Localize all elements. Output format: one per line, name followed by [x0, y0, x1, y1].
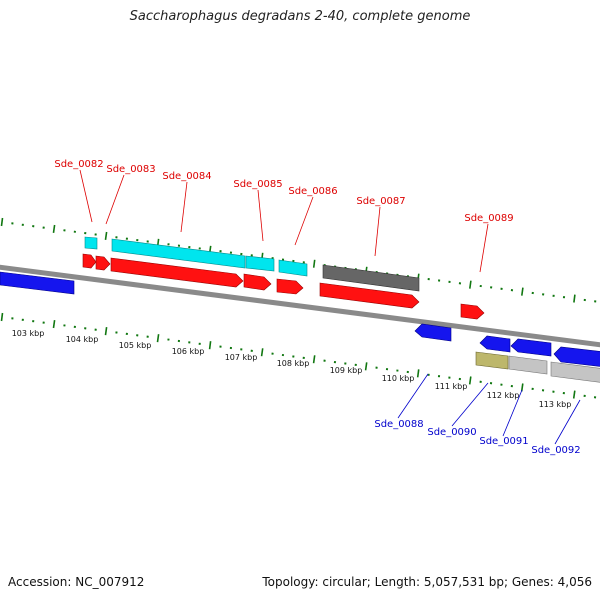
inner-track-major-tick [572, 390, 576, 399]
outer-track-major-tick [312, 259, 316, 268]
gene-label-sde-0087[interactable]: Sde_0087 [356, 196, 405, 207]
kbp-label-109: 109 kbp [330, 366, 363, 375]
gene-label-sde-0084[interactable]: Sde_0084 [162, 171, 211, 182]
kbp-label-105: 105 kbp [119, 341, 152, 350]
callout-line-sde-0092 [554, 399, 581, 445]
inner-track-major-tick [416, 369, 420, 378]
gene-label-sde-0083[interactable]: Sde_0083 [106, 164, 155, 175]
kbp-label-110: 110 kbp [382, 374, 415, 383]
feature-cyan-sde-0085[interactable] [245, 255, 275, 272]
genome-summary-text: Topology: circular; Length: 5,057,531 bp… [262, 575, 592, 589]
callout-line-sde-0087 [374, 206, 381, 257]
inner-track-major-tick [0, 312, 4, 322]
gene-label-sde-0085[interactable]: Sde_0085 [233, 179, 282, 190]
callout-line-sde-0090 [451, 382, 489, 427]
gene-label-sde-0086[interactable]: Sde_0086 [288, 186, 337, 197]
gene-blue-left[interactable] [0, 271, 75, 295]
gene-red-sde-0087[interactable] [319, 282, 420, 309]
feature-cyan-sde-0084[interactable] [111, 238, 246, 269]
callout-line-sde-0091 [502, 389, 523, 437]
feature-cyan-sde-0082[interactable] [84, 236, 98, 250]
genome-backbone [0, 264, 600, 348]
callout-line-sde-0083 [105, 174, 125, 225]
gene-label-sde-0091[interactable]: Sde_0091 [479, 436, 528, 447]
kbp-label-111: 111 kbp [435, 382, 468, 391]
kbp-label-104: 104 kbp [66, 335, 99, 344]
inner-track-major-tick [104, 326, 108, 336]
inner-track-major-tick [208, 341, 212, 350]
kbp-label-113: 113 kbp [539, 400, 572, 409]
map-title: Saccharophagus degradans 2-40, complete … [129, 9, 471, 24]
callout-line-sde-0085 [257, 189, 264, 242]
kbp-label-107: 107 kbp [225, 353, 258, 362]
outer-track-major-tick [469, 280, 472, 289]
gene-blue-sde-0091[interactable] [510, 338, 552, 357]
gene-label-sde-0092[interactable]: Sde_0092 [531, 445, 580, 456]
feature-khaki-sde-0090[interactable] [475, 351, 509, 370]
gene-blue-sde-0090[interactable] [479, 335, 511, 353]
callout-line-sde-0088 [397, 373, 429, 419]
outer-track-major-tick [0, 217, 4, 227]
outer-track-major-tick [573, 294, 576, 303]
gene-blue-sde-0088[interactable] [414, 323, 452, 342]
callout-line-sde-0089 [479, 223, 489, 273]
outer-track-major-tick [521, 287, 524, 296]
feature-lightgray-sde-0092[interactable] [550, 361, 600, 383]
callout-line-sde-0082 [79, 169, 93, 223]
callout-line-sde-0084 [180, 181, 188, 233]
gene-label-sde-0089[interactable]: Sde_0089 [464, 213, 513, 224]
inner-track-major-tick [260, 348, 264, 357]
gene-red-sde-0083[interactable] [95, 255, 111, 271]
gene-red-sde-0086[interactable] [276, 278, 304, 295]
kbp-label-103: 103 kbp [12, 329, 45, 338]
gene-red-sde-0085[interactable] [243, 273, 272, 291]
kbp-label-112: 112 kbp [487, 391, 520, 400]
outer-track-major-tick [104, 231, 108, 241]
inner-track-major-tick [312, 355, 316, 364]
gene-red-sde-0082[interactable] [82, 253, 97, 269]
callout-line-sde-0086 [294, 196, 314, 246]
feature-cyan-sde-0086[interactable] [278, 259, 308, 277]
kbp-label-106: 106 kbp [172, 347, 205, 356]
feature-lightgray-sde-0091[interactable] [508, 355, 548, 375]
inner-track-major-tick [364, 362, 368, 371]
inner-tick-track [0, 312, 597, 399]
gene-label-sde-0082[interactable]: Sde_0082 [54, 159, 103, 170]
kbp-label-108: 108 kbp [277, 359, 310, 368]
gene-red-sde-0084[interactable] [110, 257, 244, 288]
feature-gray-sde-0087[interactable] [322, 264, 420, 292]
inner-track-major-tick [468, 376, 472, 385]
gene-blue-sde-0092[interactable] [553, 346, 600, 367]
outer-track-major-tick [52, 224, 56, 234]
accession-text: Accession: NC_007912 [8, 575, 145, 589]
inner-track-major-tick [156, 334, 160, 343]
gene-label-sde-0090[interactable]: Sde_0090 [427, 427, 476, 438]
gene-red-sde-0089[interactable] [460, 303, 485, 320]
gene-label-sde-0088[interactable]: Sde_0088 [374, 419, 423, 430]
inner-track-major-tick [52, 319, 56, 329]
